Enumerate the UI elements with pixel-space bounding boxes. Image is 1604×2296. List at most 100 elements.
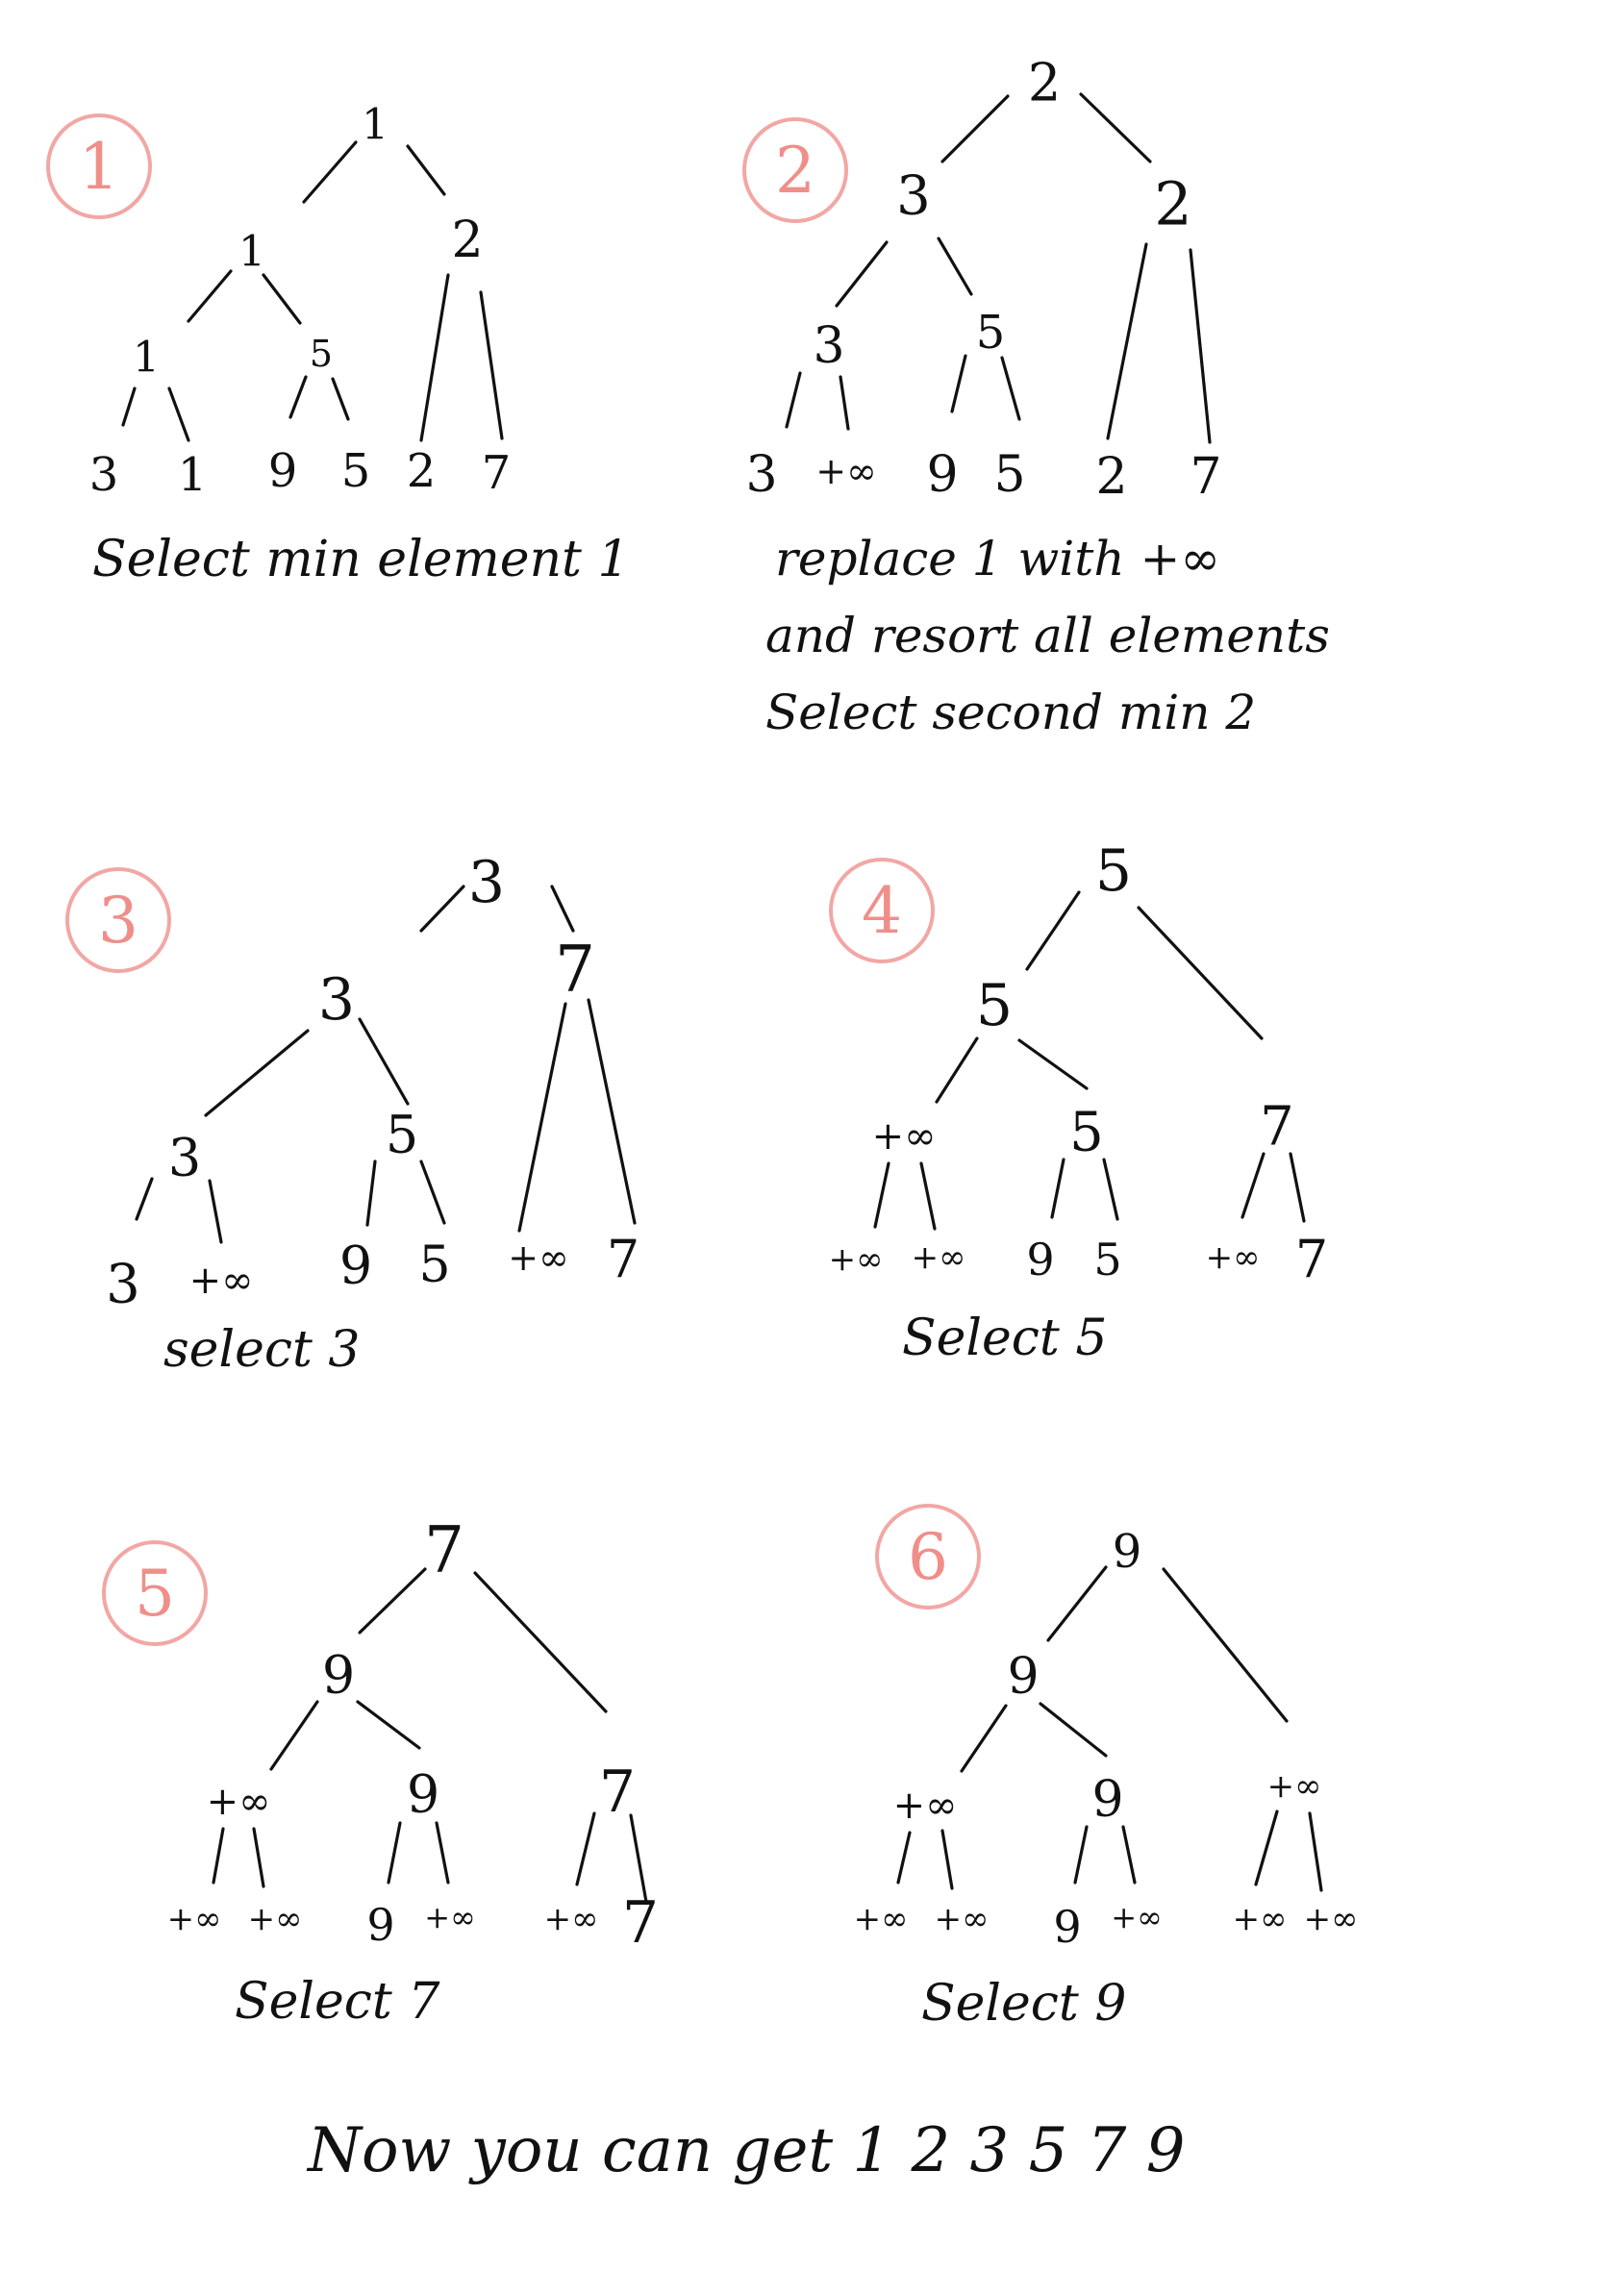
tree-edge bbox=[587, 998, 637, 1225]
panel-5-l3-right: 7 bbox=[598, 1759, 637, 1826]
tree-edge bbox=[387, 1821, 402, 1884]
panel-1-l2-left: 1 bbox=[238, 227, 265, 277]
tree-edge bbox=[873, 1161, 890, 1229]
panel-6-leaf-1: +∞ bbox=[853, 1900, 909, 1938]
panel-5-label: 5 bbox=[102, 1540, 208, 1646]
panel-4-leaf-4: 5 bbox=[1093, 1234, 1122, 1285]
panel-1-l2-right: 2 bbox=[451, 212, 484, 269]
panel-1-label: 1 bbox=[46, 113, 152, 219]
tree-edge bbox=[212, 1827, 225, 1884]
panel-6-caption: Select 9 bbox=[921, 1975, 1127, 2033]
tree-edge bbox=[435, 1821, 450, 1884]
panel-3-leaf-6: 7 bbox=[606, 1229, 640, 1290]
panel-3-l2-left: 3 bbox=[317, 966, 356, 1034]
panel-6-leaf-4: +∞ bbox=[1111, 1899, 1163, 1935]
tree-edge bbox=[950, 354, 967, 413]
panel-3-leaf-1: 3 bbox=[106, 1253, 140, 1316]
tree-edge bbox=[167, 387, 190, 442]
panel-6-leaf-3: 9 bbox=[1053, 1901, 1082, 1953]
panel-6-l3-mid: 9 bbox=[1091, 1771, 1124, 1829]
panel-3-root: 3 bbox=[467, 849, 506, 916]
panel-4-l2: 5 bbox=[975, 972, 1014, 1039]
tree-edge bbox=[550, 885, 575, 933]
panel-5-l3-left: +∞ bbox=[206, 1780, 271, 1824]
tree-edge bbox=[1162, 1567, 1289, 1723]
tree-edge bbox=[1137, 906, 1264, 1040]
final-sorted-result: Now you can get 1 2 3 5 7 9 bbox=[308, 2115, 1186, 2186]
tree-edge bbox=[269, 1700, 319, 1771]
panel-6-root: 9 bbox=[1112, 1525, 1142, 1579]
tree-edge bbox=[288, 375, 308, 419]
tree-edge bbox=[479, 290, 504, 440]
tree-edge bbox=[919, 1161, 937, 1231]
tree-edge bbox=[1046, 1565, 1108, 1642]
tree-edge bbox=[358, 1567, 427, 1635]
panel-1-leaf-6: 7 bbox=[481, 446, 512, 500]
tree-edge bbox=[262, 273, 302, 325]
tree-edge bbox=[1308, 1811, 1323, 1892]
tree-edge bbox=[187, 269, 233, 323]
tree-edge bbox=[331, 377, 350, 421]
panel-2-label: 2 bbox=[742, 117, 848, 223]
panel-2-leaf-4: 5 bbox=[993, 446, 1026, 504]
tree-edge bbox=[896, 1831, 912, 1884]
panel-6-l2: 9 bbox=[1007, 1648, 1040, 1706]
panel-3-caption: select 3 bbox=[163, 1321, 361, 1379]
tree-edge bbox=[839, 375, 850, 431]
tree-edge bbox=[935, 1036, 979, 1104]
tree-edge bbox=[940, 1829, 954, 1890]
tree-edge bbox=[1241, 1152, 1266, 1219]
panel-4-l3-left: +∞ bbox=[871, 1114, 937, 1159]
panel-2-leaf-6: 7 bbox=[1190, 448, 1222, 506]
panel-5-leaf-3: 9 bbox=[366, 1899, 395, 1951]
tree-edge bbox=[1050, 1158, 1065, 1219]
panel-2-l3-left: 3 bbox=[813, 317, 845, 375]
panel-2-caption-line-1: replace 1 with +∞ bbox=[775, 531, 1221, 586]
panel-2-leaf-1: 3 bbox=[745, 446, 778, 504]
tree-edge bbox=[419, 885, 465, 933]
panel-3-l2-right: 7 bbox=[555, 932, 595, 1007]
tree-edge bbox=[937, 237, 973, 296]
panel-3-l3-left: 3 bbox=[167, 1127, 202, 1188]
tree-edge bbox=[785, 371, 802, 429]
tree-edge bbox=[1000, 356, 1021, 421]
tree-edge bbox=[629, 1813, 648, 1904]
panel-4-leaf-3: 9 bbox=[1026, 1234, 1055, 1285]
panel-5-leaf-2: +∞ bbox=[247, 1900, 303, 1938]
panel-6-leaf-2: +∞ bbox=[934, 1900, 990, 1938]
tree-edge bbox=[302, 140, 358, 204]
panel-4-leaf-2: +∞ bbox=[911, 1238, 966, 1277]
panel-4-leaf-1: +∞ bbox=[828, 1240, 884, 1279]
tree-edge bbox=[835, 240, 889, 308]
tree-edge bbox=[1106, 242, 1148, 440]
panel-2-caption-line-2: and resort all elements bbox=[765, 608, 1330, 663]
tree-edge bbox=[356, 1700, 421, 1750]
panel-5-leaf-6: 7 bbox=[621, 1889, 660, 1957]
panel-6-leaf-5: +∞ bbox=[1232, 1900, 1288, 1938]
panel-4-root: 5 bbox=[1094, 837, 1133, 905]
tree-edge bbox=[473, 1571, 608, 1713]
panel-1-l3-right: 5 bbox=[309, 333, 334, 375]
panel-3-label: 3 bbox=[65, 867, 171, 973]
panel-1-leaf-3: 9 bbox=[267, 444, 298, 498]
panel-5-leaf-4: +∞ bbox=[424, 1899, 476, 1935]
panel-5-root: 7 bbox=[424, 1512, 464, 1587]
tree-edge bbox=[121, 387, 137, 427]
panel-3-leaf-5: +∞ bbox=[508, 1236, 569, 1279]
tree-edge bbox=[406, 144, 446, 196]
panel-2-root: 2 bbox=[1027, 52, 1062, 113]
panel-2-l2-right: 2 bbox=[1154, 168, 1192, 239]
panel-2-leaf-5: 2 bbox=[1095, 448, 1128, 506]
tree-edge bbox=[1079, 92, 1152, 163]
panel-2-caption-line-3: Select second min 2 bbox=[765, 685, 1257, 740]
panel-6-label: 6 bbox=[875, 1504, 981, 1610]
tree-edge bbox=[1189, 248, 1212, 444]
panel-6-leaf-6: +∞ bbox=[1303, 1900, 1359, 1938]
tree-edge bbox=[358, 1017, 410, 1106]
panel-5-leaf-5: +∞ bbox=[543, 1900, 599, 1938]
panel-1-caption: Select min element 1 bbox=[92, 531, 630, 588]
panel-3-leaf-3: 9 bbox=[338, 1235, 373, 1296]
panel-1-leaf-5: 2 bbox=[406, 444, 437, 498]
panel-6-l3-left: +∞ bbox=[892, 1784, 958, 1828]
